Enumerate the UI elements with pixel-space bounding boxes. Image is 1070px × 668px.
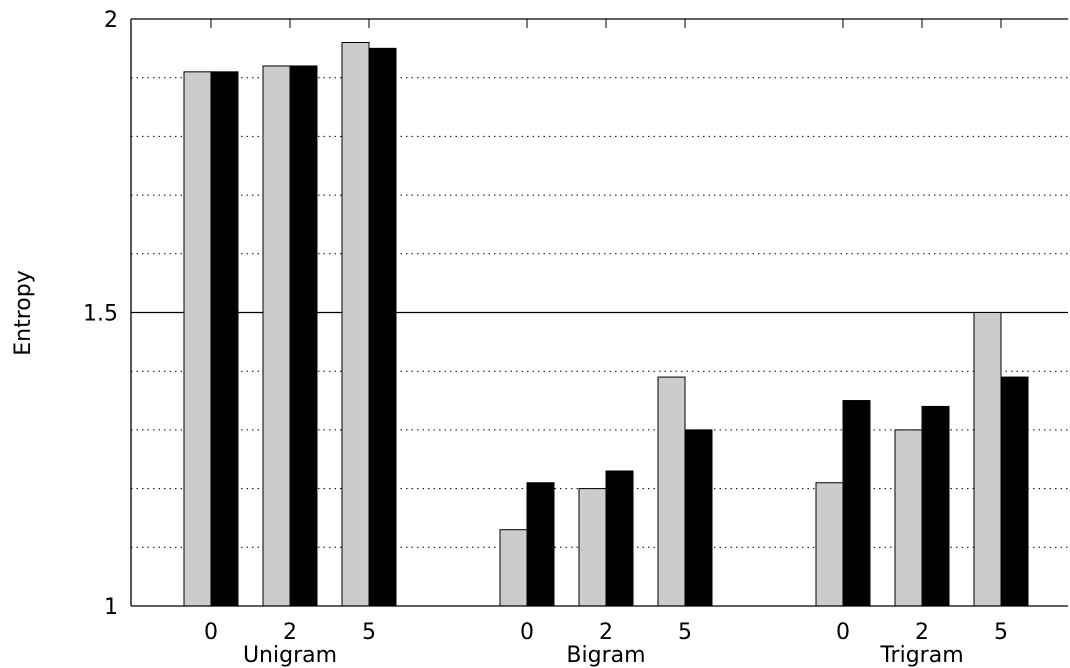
y-axis-label: Entropy [11,270,36,355]
x-tick-label: 0 [204,620,218,645]
plot-frame [130,18,1068,607]
group-label-unigram: Unigram [243,643,337,668]
bar-bigram-5-s1 [657,376,686,607]
bar-trigram-5-s2 [1000,376,1029,607]
y-tick-label: 1 [104,595,118,620]
x-tick-label: 0 [520,620,534,645]
group-label-trigram: Trigram [879,643,963,668]
bar-bigram-2-s2 [605,470,634,607]
bar-trigram-2-s1 [894,429,923,607]
tick-labels: 0 2 5 Unigram 0 2 5 Bigram 0 2 5 Trigram 1 1.5 2 [83,8,1008,668]
bar-unigram-0-s1 [183,71,212,607]
bar-unigram-2-s1 [262,65,291,607]
bars [183,41,1029,607]
x-tick-label: 5 [994,620,1008,645]
x-tick-label: 2 [283,620,297,645]
x-tick-label: 5 [678,620,692,645]
bar-bigram-2-s1 [578,488,607,607]
bar-unigram-2-s2 [289,65,318,607]
bar-bigram-0-s2 [526,482,555,607]
x-tick-label: 5 [362,620,376,645]
bar-trigram-5-s1 [973,312,1002,607]
bar-trigram-0-s2 [842,400,871,607]
bar-trigram-0-s1 [815,482,844,607]
bar-trigram-2-s2 [921,405,950,607]
x-tick-label: 0 [836,620,850,645]
bar-unigram-5-s2 [368,47,397,607]
bar-bigram-0-s1 [499,529,528,607]
bar-unigram-0-s2 [210,71,239,607]
bar-unigram-5-s1 [341,41,370,607]
x-tick-label: 2 [915,620,929,645]
bar-bigram-5-s2 [684,429,713,607]
y-tick-label: 2 [104,8,118,33]
x-tick-label: 2 [599,620,613,645]
y-tick-label: 1.5 [83,302,118,327]
group-label-bigram: Bigram [566,643,645,668]
